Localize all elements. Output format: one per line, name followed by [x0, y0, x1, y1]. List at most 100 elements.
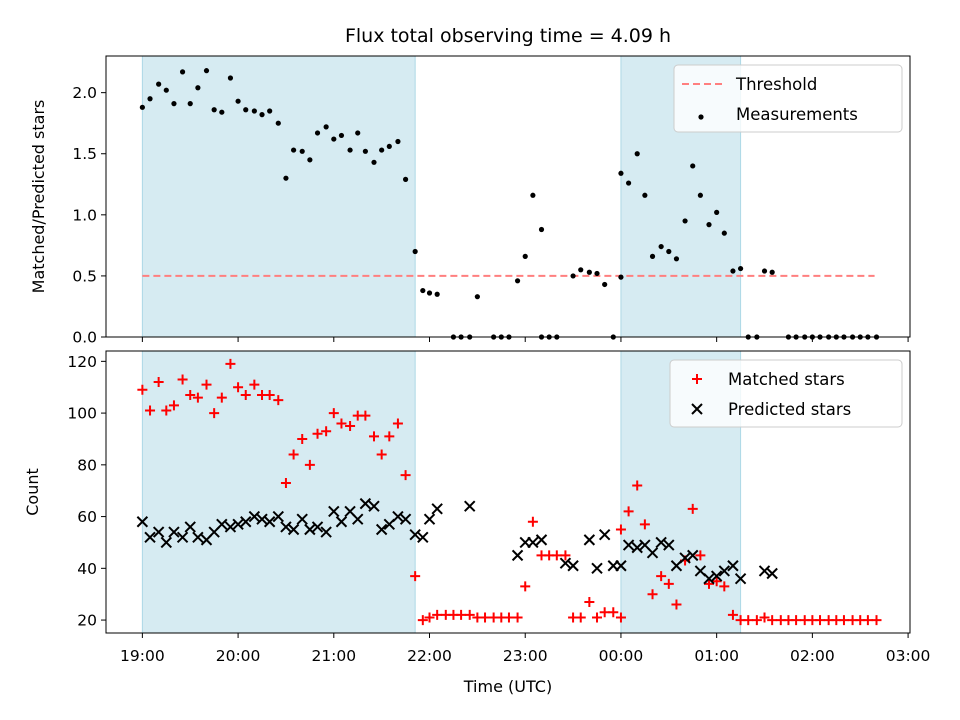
y-axis-title: Count [23, 468, 42, 516]
data-point [759, 612, 770, 623]
data-point [160, 536, 173, 549]
data-point [791, 615, 802, 626]
x-tick-label: 01:00 [694, 647, 739, 665]
data-point [527, 516, 538, 527]
data-point [328, 505, 340, 518]
data-point [710, 570, 723, 582]
shaded-interval [141, 350, 416, 634]
data-point [136, 516, 149, 528]
data-point [392, 510, 404, 523]
x-tick-label: 20:00 [216, 647, 261, 665]
data-point [761, 268, 768, 274]
x-tick-label: 23:00 [503, 647, 548, 665]
data-point [767, 615, 778, 626]
data-point [192, 531, 204, 543]
x-tick-label: 22:00 [407, 647, 452, 665]
legend-label: Measurements [736, 105, 858, 124]
data-point [737, 265, 744, 272]
data-point [409, 528, 421, 541]
data-point [420, 287, 426, 294]
legend-label: Matched stars [728, 370, 845, 389]
data-point [283, 175, 289, 181]
data-point [399, 513, 412, 525]
data-point [631, 541, 643, 554]
data-point [240, 389, 251, 400]
y-tick-label: 60 [77, 508, 97, 526]
data-point [379, 147, 385, 153]
data-point [179, 69, 186, 75]
data-point [592, 612, 603, 623]
x-axis-title: Time (UTC) [463, 677, 552, 696]
data-point [291, 147, 297, 153]
data-point [259, 112, 265, 118]
data-point [224, 521, 237, 533]
data-point [321, 426, 332, 437]
data-point [338, 132, 345, 139]
data-point [176, 531, 189, 543]
data-point [359, 497, 372, 510]
data-point [347, 147, 353, 153]
legend-label: Predicted stars [728, 400, 851, 419]
data-point [626, 180, 632, 186]
data-point [248, 510, 261, 523]
data-point [264, 389, 275, 400]
data-point [304, 523, 316, 536]
data-point [632, 480, 643, 491]
data-point [647, 589, 658, 600]
data-point [311, 521, 324, 533]
data-point [153, 377, 164, 388]
data-point [578, 267, 584, 273]
y-tick-label: 2.0 [72, 84, 97, 102]
data-point [161, 405, 172, 416]
panel-ratio: 0.0 0.5 1.0 1.5 2.0 Matched/Predicted stars Th… [29, 55, 911, 347]
data-point [376, 449, 387, 460]
data-point [195, 85, 201, 91]
x-tick-label: 19:00 [120, 647, 165, 665]
data-point [314, 130, 321, 136]
data-point [522, 253, 528, 259]
data-point [682, 218, 688, 224]
data-point [145, 405, 156, 416]
data-point [243, 107, 249, 113]
legend-box [669, 359, 903, 428]
data-point [371, 159, 377, 165]
data-point [256, 513, 268, 525]
data-point [480, 612, 491, 623]
data-point [673, 256, 680, 262]
y-tick-label: 0.5 [72, 267, 97, 285]
data-point [216, 518, 228, 531]
data-point [690, 163, 696, 169]
data-point [871, 615, 882, 626]
data-point [711, 576, 722, 587]
data-point [512, 612, 523, 623]
data-point [219, 109, 225, 115]
data-point [211, 107, 217, 113]
data-point [583, 534, 596, 546]
data-point [615, 560, 627, 572]
data-point [384, 431, 395, 442]
data-point [267, 108, 273, 114]
data-point [530, 192, 536, 198]
data-point [299, 148, 305, 154]
legend-swatch [698, 114, 704, 120]
data-point [263, 516, 276, 528]
legend: Matched stars Predicted stars [669, 359, 903, 428]
data-point [368, 500, 380, 512]
data-point [535, 534, 548, 546]
data-point [144, 531, 156, 543]
data-point [392, 418, 403, 429]
data-point [591, 562, 603, 575]
data-point [456, 609, 467, 620]
data-point [168, 526, 180, 538]
data-point [360, 410, 371, 421]
data-point [602, 281, 608, 288]
data-point [163, 87, 169, 93]
data-point [769, 269, 775, 275]
data-point [464, 609, 475, 620]
data-point [718, 565, 731, 577]
data-point [721, 230, 727, 236]
legend: Threshold Measurements [673, 64, 903, 133]
data-point [697, 192, 703, 198]
data-point [671, 599, 682, 610]
data-point [615, 612, 626, 623]
